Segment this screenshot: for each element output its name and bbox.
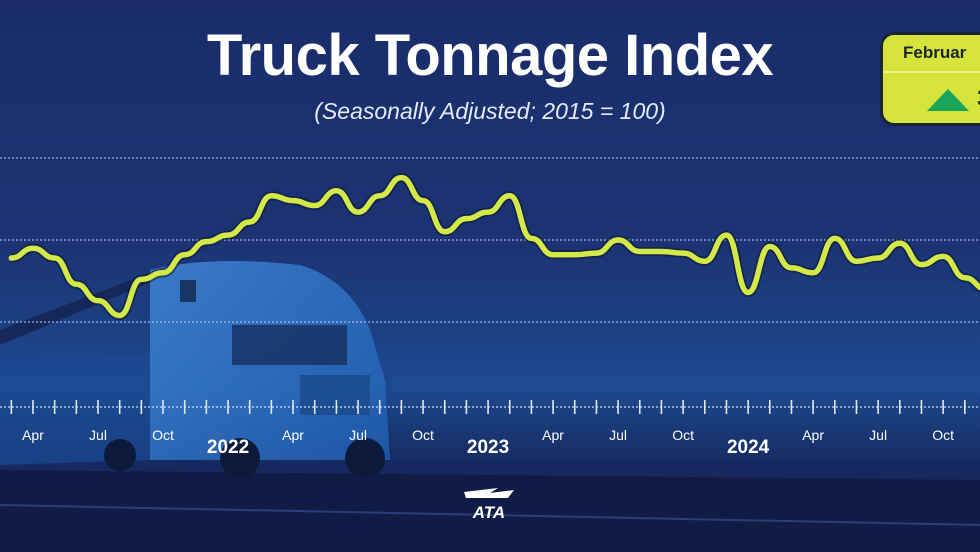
ata-logo: ATA [458, 484, 520, 523]
x-tick-label: Jul [609, 427, 627, 443]
monthly-change-badge: Februar 3 [880, 32, 980, 126]
x-tick-label: Jul [869, 427, 887, 443]
x-tick-label: Oct [672, 427, 694, 443]
x-tick-label: Oct [152, 427, 174, 443]
badge-divider [883, 71, 980, 73]
ata-logo-wing-icon [464, 488, 514, 498]
series-line-shadow [10, 173, 980, 320]
x-tick-label: Apr [22, 427, 44, 443]
x-tick-label: Oct [932, 427, 954, 443]
x-tick-label: Apr [282, 427, 304, 443]
x-tick-label: 2022 [207, 437, 249, 458]
up-triangle-icon [927, 89, 969, 111]
badge-month: Februar [903, 43, 967, 62]
x-tick-label: Apr [802, 427, 824, 443]
x-tick-label: Oct [412, 427, 434, 443]
badge-value: 3 [977, 85, 980, 113]
chart-title: Truck Tonnage Index [206, 23, 774, 88]
x-tick-label: 2024 [727, 437, 770, 458]
x-tick-label: 2023 [467, 437, 509, 458]
series-line [8, 174, 980, 319]
x-tick-label: Apr [542, 427, 564, 443]
x-tick-label: Jul [349, 427, 367, 443]
x-tick-label: Jul [89, 427, 107, 443]
chart-subtitle: (Seasonally Adjusted; 2015 = 100) [314, 98, 666, 124]
